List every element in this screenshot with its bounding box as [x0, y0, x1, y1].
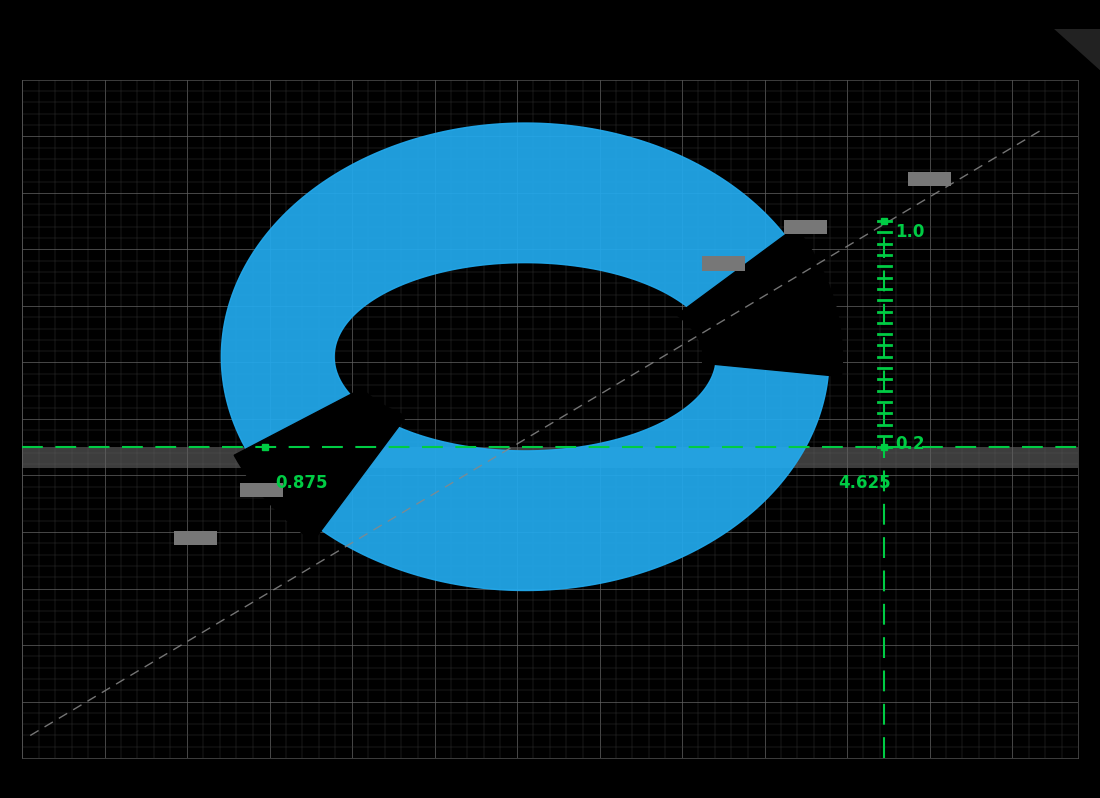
Bar	[22, 447, 1078, 468]
Bar	[174, 531, 217, 545]
Polygon shape	[1054, 29, 1100, 70]
Polygon shape	[221, 123, 829, 591]
Bar	[240, 483, 283, 496]
Text: 0.875: 0.875	[275, 474, 328, 492]
Text: 0.2: 0.2	[895, 436, 925, 453]
Polygon shape	[234, 389, 406, 541]
Text: 1.0: 1.0	[895, 223, 925, 242]
Bar	[909, 172, 950, 186]
Bar	[784, 219, 827, 234]
Bar	[702, 256, 745, 271]
Polygon shape	[676, 227, 843, 377]
Text: 4.625: 4.625	[838, 474, 891, 492]
